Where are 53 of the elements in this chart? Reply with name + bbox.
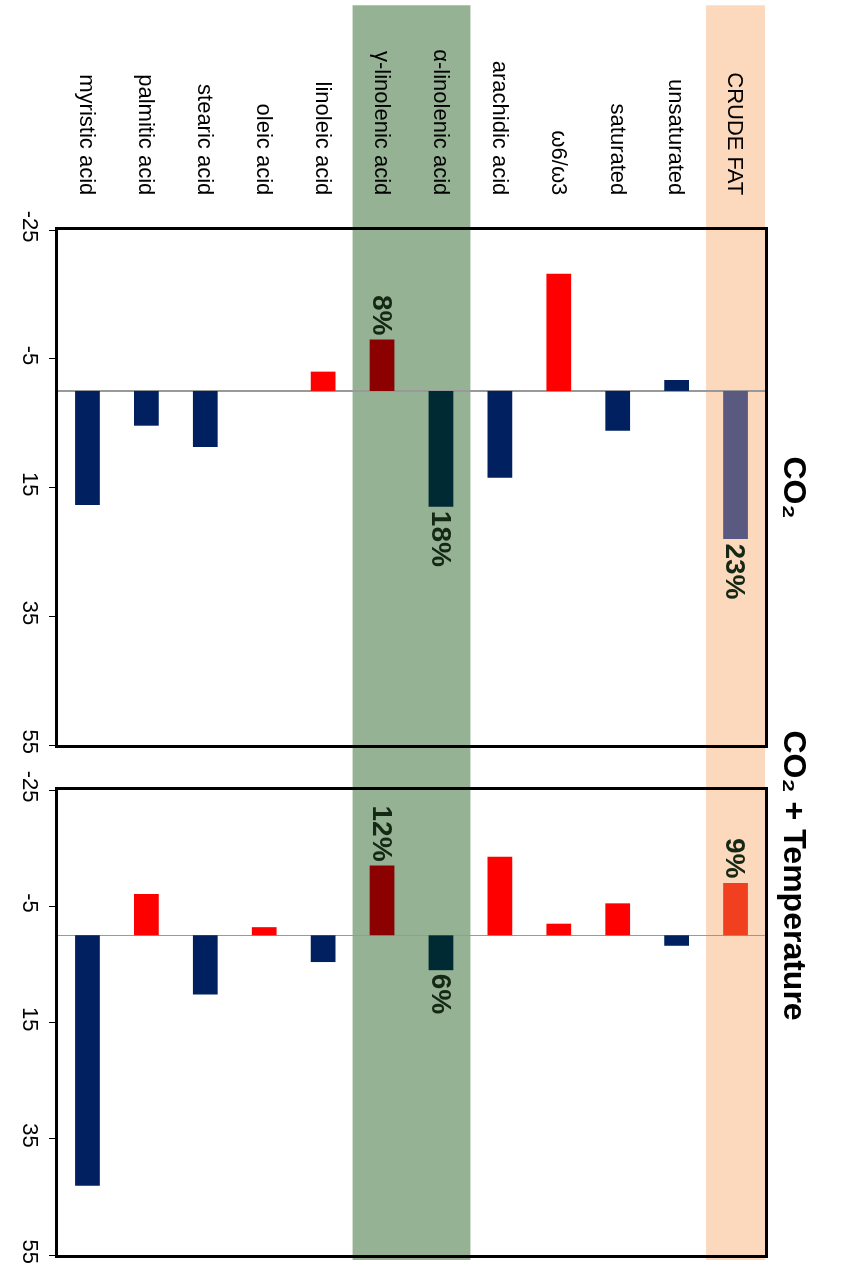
text: CO₂ — [776, 456, 813, 519]
bar — [369, 339, 395, 391]
x-tick-label: myristic acid — [75, 74, 101, 196]
x-tick-label: palmitic acid — [134, 74, 160, 196]
annotation: 18% — [425, 510, 457, 567]
bar — [192, 390, 218, 447]
bar — [605, 903, 631, 936]
bar — [428, 935, 454, 971]
annotation: 23% — [719, 543, 751, 600]
x-tick-label: arachidic acid — [487, 60, 513, 196]
bar — [251, 927, 277, 936]
bar — [487, 390, 513, 478]
bar — [723, 883, 748, 936]
annotation: 8% — [366, 294, 398, 336]
annotation: 9% — [720, 837, 752, 879]
x-tick-label: oleic acid — [252, 103, 278, 196]
bar — [723, 390, 748, 539]
x-tick-label: CRUDE FAT — [723, 72, 749, 196]
bar — [605, 390, 631, 431]
y-tick-label: 55 — [17, 1239, 43, 1264]
y-tick-label: -25 — [17, 210, 43, 243]
y-tick-label: 15 — [17, 471, 43, 497]
bar — [134, 894, 159, 936]
annotation: 6% — [425, 973, 457, 1015]
y-tick-label: 35 — [17, 600, 43, 626]
bar — [134, 390, 159, 426]
bar — [310, 935, 336, 963]
bar — [546, 923, 572, 936]
bar — [487, 856, 513, 936]
bar — [310, 371, 336, 391]
x-tick-label: saturated — [605, 103, 631, 196]
x-tick-label: unsaturated — [664, 79, 690, 196]
x-tick-label: α-linolenic acid — [428, 49, 454, 196]
y-tick-label: -25 — [17, 770, 43, 803]
x-tick-label: stearic acid — [193, 84, 219, 196]
y-tick-label: -5 — [17, 345, 43, 366]
y-tick-label: 35 — [17, 1123, 43, 1148]
bar — [192, 935, 218, 995]
y-tick-label: 55 — [17, 729, 43, 754]
bar — [664, 935, 689, 946]
y-tick-label: -5 — [17, 893, 43, 913]
bar — [428, 390, 454, 507]
bar — [664, 379, 689, 391]
bar — [546, 273, 572, 391]
y-tick-label: 15 — [17, 1006, 43, 1032]
text: CO₂ + Temperature — [776, 730, 813, 1021]
x-tick-label: linoleic acid — [310, 81, 336, 196]
x-tick-label: ω6/ω3 — [546, 130, 572, 196]
bar — [369, 865, 395, 936]
bar — [75, 935, 100, 1186]
x-tick-label: γ-linolenic acid — [369, 51, 395, 196]
bar — [75, 390, 100, 505]
annotation: 12% — [366, 805, 398, 862]
